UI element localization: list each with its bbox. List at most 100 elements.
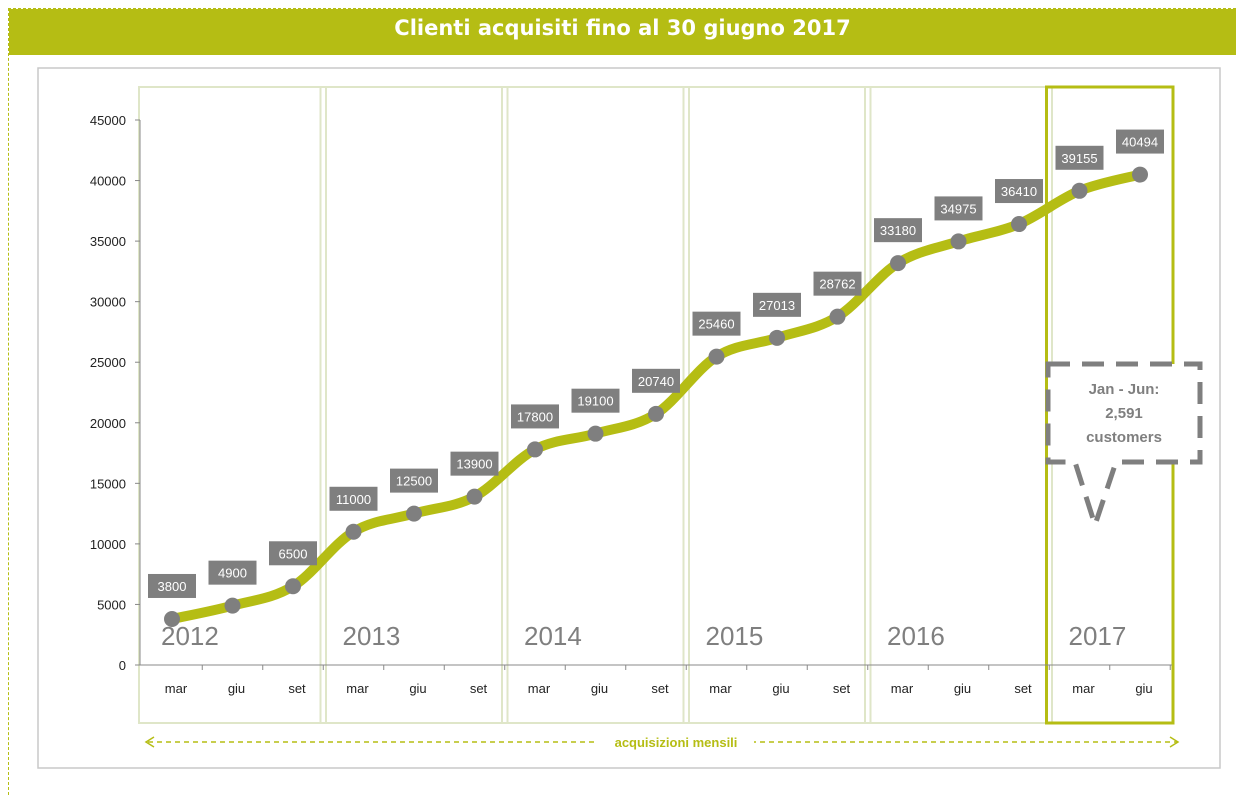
value-label-bg (692, 311, 741, 336)
data-point (587, 425, 604, 442)
value-label-bg (148, 573, 196, 598)
x-tick-label: mar (891, 681, 914, 696)
year-label: 2015 (706, 621, 764, 651)
data-point (950, 233, 967, 250)
data-point (1132, 166, 1148, 183)
y-tick-label: 5000 (97, 597, 126, 612)
arrow-head (144, 736, 155, 748)
value-label-bg (1055, 145, 1104, 170)
value-label: 12500 (396, 474, 432, 489)
value-label-bg (632, 368, 680, 393)
value-label-bg (753, 292, 801, 317)
data-point (527, 441, 543, 458)
arrow-head (1169, 736, 1180, 748)
y-tick-label: 20000 (90, 416, 126, 431)
data-point (1071, 182, 1088, 199)
data-point (406, 505, 422, 522)
value-label-bg (934, 196, 983, 221)
value-label-bg (390, 468, 438, 493)
value-label: 19100 (577, 394, 613, 409)
value-label: 25460 (698, 317, 734, 332)
year-box (682, 86, 872, 724)
x-tick-label: giu (772, 681, 789, 696)
value-label-bg (874, 218, 922, 243)
x-tick-label: mar (165, 681, 188, 696)
chart-frame (37, 67, 1221, 769)
x-tick-label: giu (591, 681, 608, 696)
year-box (138, 86, 327, 724)
value-label: 27013 (759, 298, 795, 313)
value-label-bg (813, 271, 862, 296)
x-tick-label: giu (954, 681, 971, 696)
data-point (285, 578, 301, 595)
x-tick-label: set (470, 681, 488, 696)
data-point (769, 329, 785, 346)
data-point (708, 348, 725, 365)
data-point (829, 308, 846, 325)
x-tick-label: mar (709, 681, 732, 696)
x-tick-label: set (651, 681, 669, 696)
value-label: 4900 (218, 566, 247, 581)
value-label-bg (511, 404, 559, 429)
x-axis-label: acquisizioni mensili (615, 735, 738, 750)
frame (8, 8, 1236, 795)
data-point (466, 488, 483, 505)
x-tick-label: mar (1072, 681, 1095, 696)
annotation: 2,591 (1105, 405, 1143, 422)
value-label: 34975 (940, 201, 976, 216)
x-tick-label: set (1014, 681, 1032, 696)
x-tick-label: mar (346, 681, 369, 696)
value-label-bg (329, 486, 378, 511)
y-tick-label: 45000 (90, 113, 126, 128)
data-point (345, 523, 362, 540)
annotation: Jan - Jun: (1089, 381, 1160, 398)
year-box (501, 86, 690, 724)
value-label: 6500 (279, 546, 308, 561)
year-label: 2016 (887, 621, 945, 651)
data-point (1011, 216, 1027, 233)
value-label: 28762 (819, 277, 855, 292)
x-tick-label: giu (228, 681, 245, 696)
data-point (648, 405, 664, 422)
x-tick-label: set (288, 681, 306, 696)
chart-title: Clienti acquisiti fino al 30 giugno 2017 (9, 9, 1236, 55)
year-box (319, 86, 509, 724)
value-label: 20740 (638, 374, 674, 389)
value-label-bg (269, 541, 317, 566)
year-label: 2017 (1069, 621, 1127, 651)
year-label: 2013 (343, 621, 401, 651)
x-label-bg (598, 733, 754, 751)
y-tick-label: 30000 (90, 295, 126, 310)
y-tick-label: 0 (119, 658, 126, 673)
value-label: 39155 (1061, 151, 1097, 166)
value-label: 33180 (880, 223, 916, 238)
x-tick-label: giu (409, 681, 426, 696)
value-label: 11000 (336, 492, 371, 507)
callout (1045, 361, 1203, 534)
value-label-bg (995, 179, 1043, 204)
value-label: 40494 (1122, 135, 1158, 150)
value-label-bg (208, 560, 257, 585)
value-label-bg (450, 451, 499, 476)
year-label: 2014 (524, 621, 582, 651)
y-tick-label: 40000 (90, 174, 126, 189)
x-tick-label: set (833, 681, 851, 696)
value-label: 36410 (1001, 184, 1037, 199)
data-point (890, 255, 906, 272)
value-label: 13900 (456, 457, 492, 472)
data-point (224, 597, 241, 614)
value-label: 17800 (517, 409, 553, 424)
data-point (164, 610, 180, 627)
value-label: 3800 (158, 579, 187, 594)
y-tick-label: 25000 (90, 355, 126, 370)
y-tick-label: 35000 (90, 234, 126, 249)
y-tick-label: 15000 (90, 476, 126, 491)
value-label-bg (571, 388, 620, 413)
value-label-bg (1116, 129, 1164, 154)
annotation: customers (1086, 429, 1162, 446)
y-tick-label: 10000 (90, 537, 126, 552)
x-tick-label: giu (1135, 681, 1152, 696)
x-tick-label: mar (528, 681, 551, 696)
